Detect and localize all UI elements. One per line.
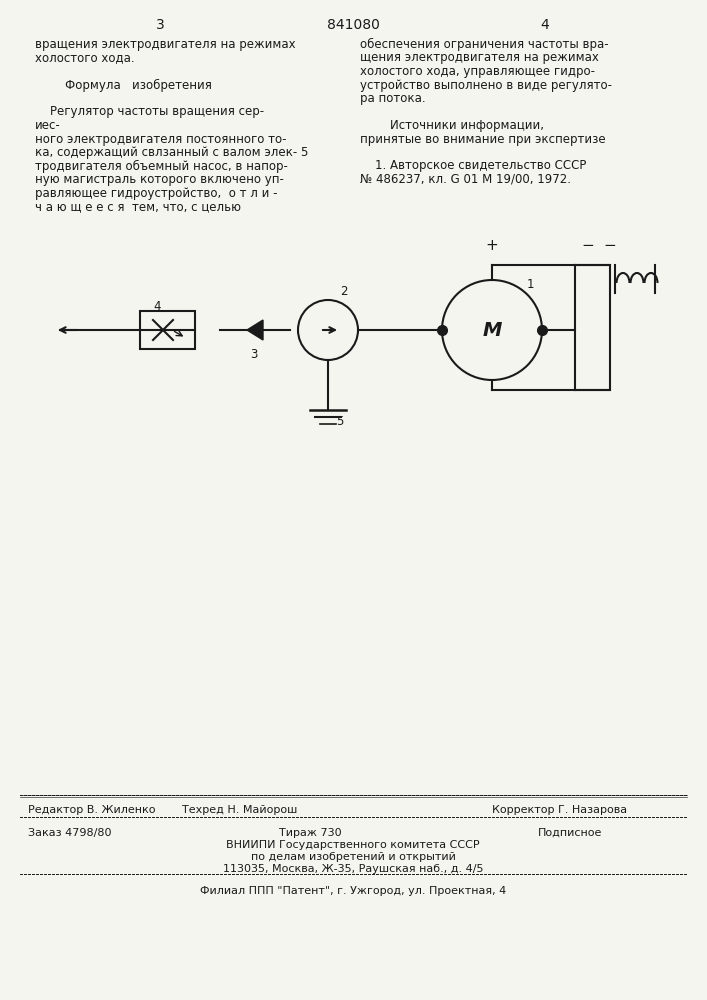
- Text: иес-: иес-: [35, 119, 61, 132]
- Text: ного электродвигателя постоянного то-: ного электродвигателя постоянного то-: [35, 132, 286, 145]
- Text: 1. Авторское свидетельство СССР: 1. Авторское свидетельство СССР: [360, 159, 586, 172]
- Text: Заказ 4798/80: Заказ 4798/80: [28, 828, 112, 838]
- Text: обеспечения ограничения частоты вра-: обеспечения ограничения частоты вра-: [360, 38, 609, 51]
- Text: ра потока.: ра потока.: [360, 92, 426, 105]
- Text: M: M: [482, 320, 502, 340]
- Text: устройство выполнено в виде регулято-: устройство выполнено в виде регулято-: [360, 79, 612, 92]
- Text: −: −: [604, 238, 617, 253]
- Text: 3: 3: [250, 348, 257, 361]
- Text: ВНИИПИ Государственного комитета СССР: ВНИИПИ Государственного комитета СССР: [226, 840, 480, 850]
- Text: 2: 2: [340, 285, 348, 298]
- Text: 5: 5: [336, 415, 344, 428]
- Text: Филиал ППП "Патент", г. Ужгород, ул. Проектная, 4: Филиал ППП "Патент", г. Ужгород, ул. Про…: [200, 886, 506, 896]
- Text: −: −: [581, 238, 594, 253]
- Text: Техред Н. Майорош: Техред Н. Майорош: [182, 805, 298, 815]
- Text: ную магистраль которого включено уп-: ную магистраль которого включено уп-: [35, 173, 284, 186]
- Text: № 486237, кл. G 01 M 19/00, 1972.: № 486237, кл. G 01 M 19/00, 1972.: [360, 173, 571, 186]
- Text: Редактор В. Жиленко: Редактор В. Жиленко: [28, 805, 156, 815]
- Text: вращения электродвигателя на режимах: вращения электродвигателя на режимах: [35, 38, 296, 51]
- Text: щения электродвигателя на режимах: щения электродвигателя на режимах: [360, 51, 599, 64]
- Text: Тираж 730: Тираж 730: [279, 828, 341, 838]
- Text: 4: 4: [153, 300, 160, 313]
- Text: 4: 4: [541, 18, 549, 32]
- Text: тродвигателя объемный насос, в напор-: тродвигателя объемный насос, в напор-: [35, 159, 288, 173]
- Text: +: +: [486, 238, 498, 253]
- Text: 1: 1: [527, 278, 534, 291]
- Text: холостого хода, управляющее гидро-: холостого хода, управляющее гидро-: [360, 65, 595, 78]
- Text: по делам изобретений и открытий: по делам изобретений и открытий: [250, 852, 455, 862]
- Text: ч а ю щ е е с я  тем, что, с целью: ч а ю щ е е с я тем, что, с целью: [35, 200, 241, 213]
- Text: Регулятор частоты вращения сер-: Регулятор частоты вращения сер-: [35, 105, 264, 118]
- Text: 3: 3: [156, 18, 164, 32]
- Polygon shape: [247, 320, 263, 340]
- Text: 841080: 841080: [327, 18, 380, 32]
- Text: холостого хода.: холостого хода.: [35, 51, 134, 64]
- Text: Формула   изобретения: Формула изобретения: [35, 79, 212, 92]
- Text: равляющее гидроустройство,  о т л и -: равляющее гидроустройство, о т л и -: [35, 186, 278, 200]
- Text: принятые во внимание при экспертизе: принятые во внимание при экспертизе: [360, 132, 606, 145]
- Text: Подписное: Подписное: [538, 828, 602, 838]
- Text: 113035, Москва, Ж-35, Раушская наб., д. 4/5: 113035, Москва, Ж-35, Раушская наб., д. …: [223, 864, 484, 874]
- Text: Источники информации,: Источники информации,: [360, 119, 544, 132]
- Text: ка, содержащий свлзанный с валом элек- 5: ка, содержащий свлзанный с валом элек- 5: [35, 146, 308, 159]
- Text: Корректор Г. Назарова: Корректор Г. Назарова: [493, 805, 628, 815]
- Bar: [575, 265, 610, 390]
- Bar: [141, 311, 196, 349]
